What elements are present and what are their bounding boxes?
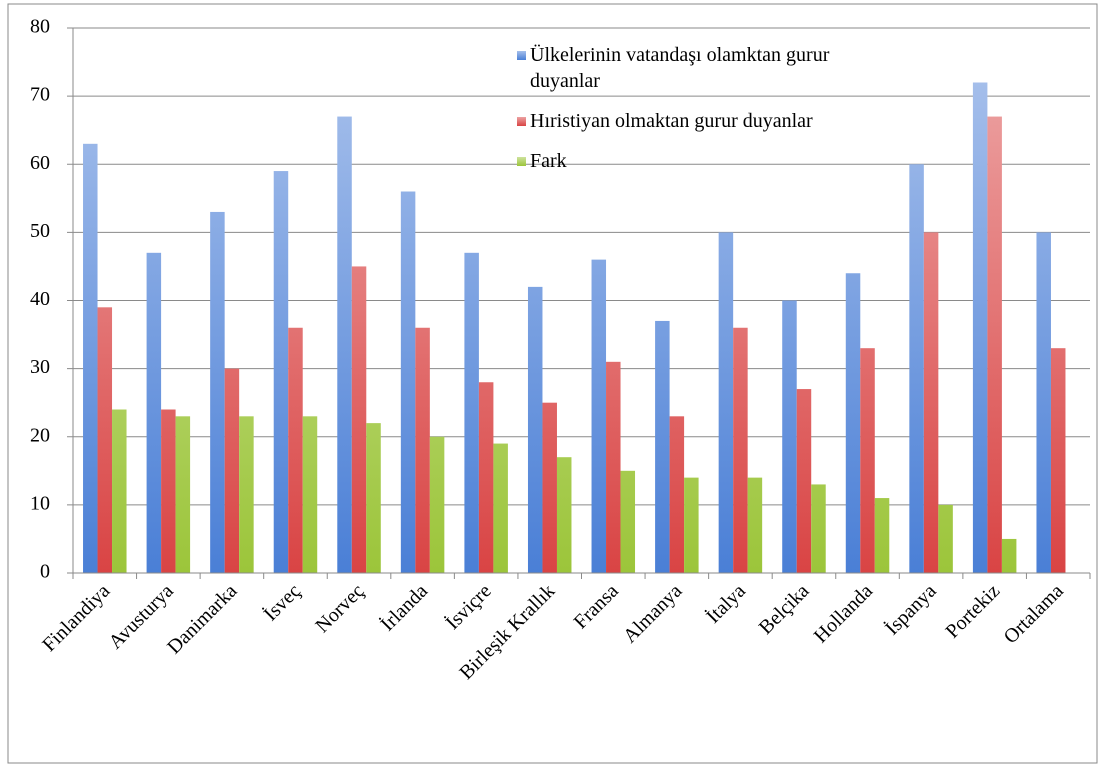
bar <box>923 232 939 573</box>
y-tick-label: 60 <box>30 152 50 174</box>
bar <box>556 457 572 573</box>
bar <box>938 504 953 573</box>
bar <box>337 116 352 573</box>
bar <box>1050 348 1066 573</box>
bar <box>684 477 699 573</box>
bar <box>606 361 621 573</box>
bar <box>273 171 289 573</box>
y-tick-label: 50 <box>30 220 50 242</box>
y-tick-label: 20 <box>30 424 50 446</box>
y-tick-label: 40 <box>30 288 50 310</box>
bar <box>478 382 494 573</box>
legend-item: Ülkelerinin vatandaşı olamktan gurur duy… <box>517 42 887 94</box>
bar <box>97 307 113 573</box>
legend-label: Ülkelerinin vatandaşı olamktan gurur duy… <box>530 44 830 92</box>
bar <box>874 498 890 573</box>
bar <box>527 286 543 573</box>
bar <box>1001 538 1017 573</box>
bar <box>987 116 1002 573</box>
bar <box>591 259 607 573</box>
bar <box>302 416 318 573</box>
legend: Ülkelerinin vatandaşı olamktan gurur duy… <box>517 42 887 188</box>
bar <box>366 423 381 573</box>
bar <box>464 252 479 573</box>
bar <box>669 416 685 573</box>
legend-label: Hıristiyan olmaktan gurur duyanlar <box>530 110 813 132</box>
y-tick-label: 10 <box>30 492 50 514</box>
bar <box>796 389 812 573</box>
bar <box>782 300 797 573</box>
bar <box>620 470 636 573</box>
y-tick-label: 30 <box>30 356 50 378</box>
bar <box>83 143 98 573</box>
bar <box>210 211 225 573</box>
legend-item: Fark <box>517 148 887 174</box>
y-tick-label: 80 <box>30 16 50 38</box>
bar <box>655 320 670 573</box>
bar <box>161 409 176 573</box>
legend-item: Hıristiyan olmaktan gurur duyanlar <box>517 108 887 134</box>
y-tick-label: 0 <box>40 561 50 583</box>
bar <box>400 191 416 573</box>
bar <box>811 484 826 573</box>
bar <box>860 348 875 573</box>
bar <box>718 232 734 573</box>
bar <box>224 368 240 573</box>
bar <box>351 266 367 573</box>
bar <box>733 327 748 573</box>
bar <box>429 436 445 573</box>
bar <box>493 443 508 573</box>
bar <box>909 164 924 573</box>
bar <box>239 416 254 573</box>
legend-swatch <box>517 51 526 60</box>
y-tick-label: 70 <box>30 84 50 106</box>
bar <box>747 477 763 573</box>
bar <box>288 327 303 573</box>
legend-swatch <box>517 157 526 166</box>
bar <box>1036 232 1051 573</box>
bar <box>542 402 557 573</box>
bar <box>415 327 430 573</box>
legend-label: Fark <box>530 150 567 172</box>
bar <box>146 252 162 573</box>
bar <box>175 416 191 573</box>
bar <box>972 82 988 573</box>
bar <box>112 409 127 573</box>
bar <box>845 273 861 573</box>
legend-swatch <box>517 117 526 126</box>
